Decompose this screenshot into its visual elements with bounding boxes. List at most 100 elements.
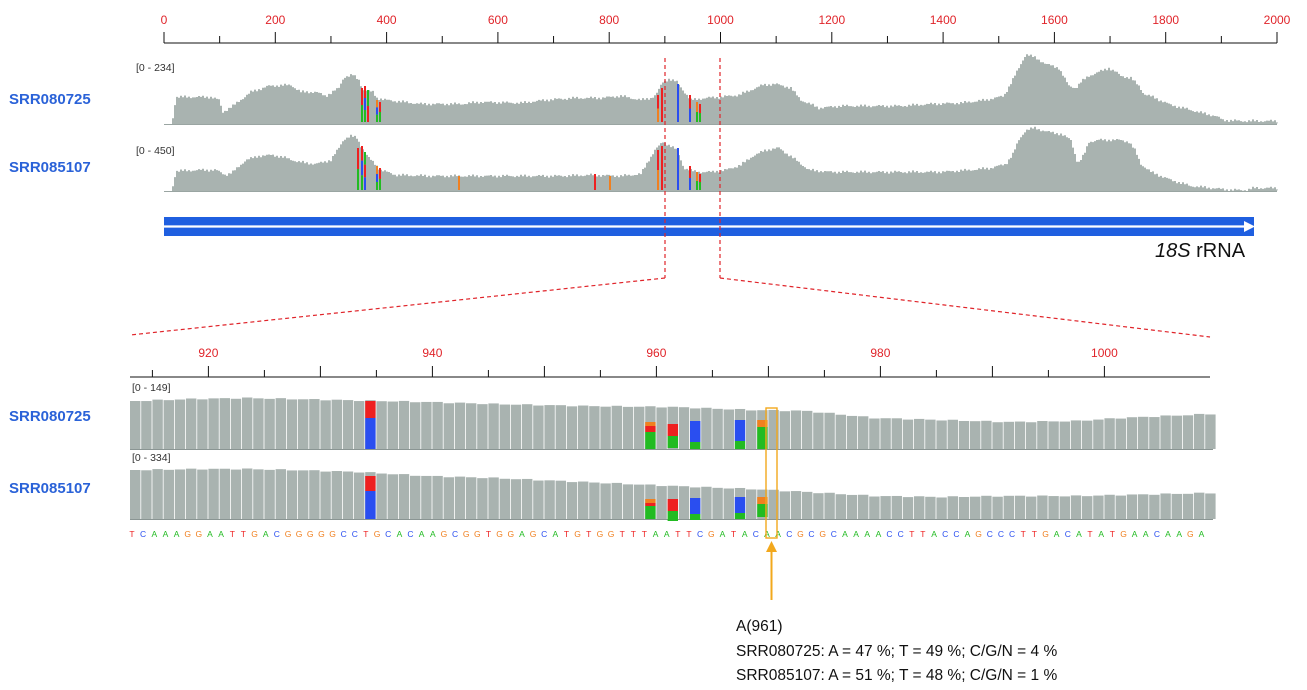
overview-ruler[interactable]: 0 200 400 600 800 1000 1200 1400 1600 1800 2000 <box>161 13 1291 44</box>
coverage-bar <box>522 404 533 449</box>
sequence-base: T <box>631 529 636 539</box>
sequence-base: C <box>987 529 993 539</box>
coverage-area <box>172 54 1278 125</box>
coverage-bar <box>242 397 253 449</box>
coverage-bar <box>824 412 835 449</box>
ruler-tick-label: 1200 <box>818 13 845 27</box>
coverage-bar <box>253 398 264 449</box>
variant-bar <box>645 506 656 519</box>
sequence-base: A <box>419 529 425 539</box>
coverage-bar <box>141 470 152 519</box>
sequence-base: T <box>363 529 368 539</box>
coverage-bar <box>544 480 555 519</box>
coverage-bar <box>846 415 858 449</box>
sequence-base: T <box>129 529 134 539</box>
coverage-bar <box>376 401 387 449</box>
variant-stripe <box>379 102 381 112</box>
ruler-tick-label: 800 <box>599 13 619 27</box>
sequence-base: G <box>251 529 258 539</box>
variant-bar <box>690 421 701 442</box>
variant-stripe <box>696 102 698 112</box>
variant-stripe <box>699 182 701 190</box>
coverage-bar <box>891 495 902 519</box>
variant-bar <box>645 499 656 503</box>
track-label-srr080725-overview[interactable]: SRR080725 <box>9 91 91 108</box>
variant-bar <box>365 418 376 449</box>
coverage-bar <box>1037 495 1048 519</box>
variant-bar <box>645 503 656 506</box>
track-label-srr085107-zoom[interactable]: SRR085107 <box>9 480 91 497</box>
sequence-base: C <box>942 529 948 539</box>
sequence-base: T <box>564 529 569 539</box>
coverage-bar <box>902 419 914 449</box>
sequence-base: C <box>1009 529 1015 539</box>
gene-feature-18s-rrna[interactable] <box>164 217 1255 236</box>
sequence-base: T <box>1032 529 1037 539</box>
sequence-base: A <box>263 529 269 539</box>
sequence-base: G <box>496 529 503 539</box>
coverage-bar <box>589 482 600 519</box>
sequence-base: T <box>675 529 680 539</box>
variant-stripe <box>376 174 378 182</box>
variant-bar <box>667 424 678 436</box>
ruler-tick-label: 2000 <box>1264 13 1291 27</box>
coverage-bar <box>947 496 958 519</box>
coverage-bar <box>298 470 309 519</box>
sequence-base: C <box>407 529 413 539</box>
coverage-bar <box>130 470 141 519</box>
coverage-area <box>172 126 1278 191</box>
coverage-bar <box>981 495 992 519</box>
variant-bar <box>690 442 701 449</box>
coverage-bar <box>443 403 454 449</box>
variant-bar <box>734 513 746 519</box>
ruler-tick-label: 400 <box>377 13 397 27</box>
overview-coverage-track-srr080725[interactable] <box>164 54 1278 125</box>
coverage-bar <box>880 418 891 449</box>
sequence-base: C <box>898 529 904 539</box>
coverage-bar <box>331 471 342 519</box>
coverage-bar <box>701 407 712 449</box>
variant-stripe <box>661 146 663 190</box>
coverage-bar <box>410 402 421 449</box>
zoom-coverage-track-srr080725[interactable] <box>130 397 1216 450</box>
sequence-base: G <box>797 529 804 539</box>
track-label-srr080725-zoom[interactable]: SRR080725 <box>9 408 91 425</box>
sequence-base: A <box>653 529 659 539</box>
zoom-coverage-track-srr085107[interactable] <box>130 468 1216 521</box>
variant-stripe <box>364 152 366 165</box>
sequence-base: A <box>1199 529 1205 539</box>
variant-stripe <box>379 112 381 122</box>
coverage-bar <box>802 491 813 519</box>
sequence-base: A <box>218 529 224 539</box>
variant-bar <box>365 476 376 491</box>
coverage-bar <box>141 401 152 449</box>
coverage-bar <box>790 410 802 449</box>
sequence-base: A <box>876 529 882 539</box>
overview-coverage-track-srr085107[interactable] <box>164 126 1278 192</box>
coverage-bar <box>454 476 466 519</box>
variant-stripe <box>696 181 698 190</box>
track-label-srr085107-overview[interactable]: SRR085107 <box>9 159 91 176</box>
variant-stripe <box>699 104 701 113</box>
coverage-bar <box>398 474 410 519</box>
sequence-base: C <box>998 529 1004 539</box>
coverage-bar <box>499 478 510 519</box>
zoom-ruler[interactable]: 920 940 960 980 1000 <box>130 346 1210 378</box>
coverage-bar <box>1149 494 1160 519</box>
variant-stripe <box>361 88 363 105</box>
zoom-track-range-srr085107: [0 - 334] <box>132 452 171 464</box>
overview-track-range-srr085107: [0 - 450] <box>136 145 175 157</box>
coverage-bar <box>253 469 264 519</box>
highlighted-position[interactable] <box>765 407 778 600</box>
variant-stripe <box>376 107 378 115</box>
sequence-base: A <box>965 529 971 539</box>
coverage-bar <box>1205 493 1216 519</box>
sequence-base: C <box>541 529 547 539</box>
sequence-base: C <box>352 529 358 539</box>
sequence-base: A <box>397 529 403 539</box>
variant-bar <box>690 514 701 520</box>
coverage-bar <box>712 408 723 449</box>
variant-stripe <box>376 182 378 190</box>
coverage-bar <box>1171 493 1182 519</box>
coverage-bar <box>891 418 902 449</box>
